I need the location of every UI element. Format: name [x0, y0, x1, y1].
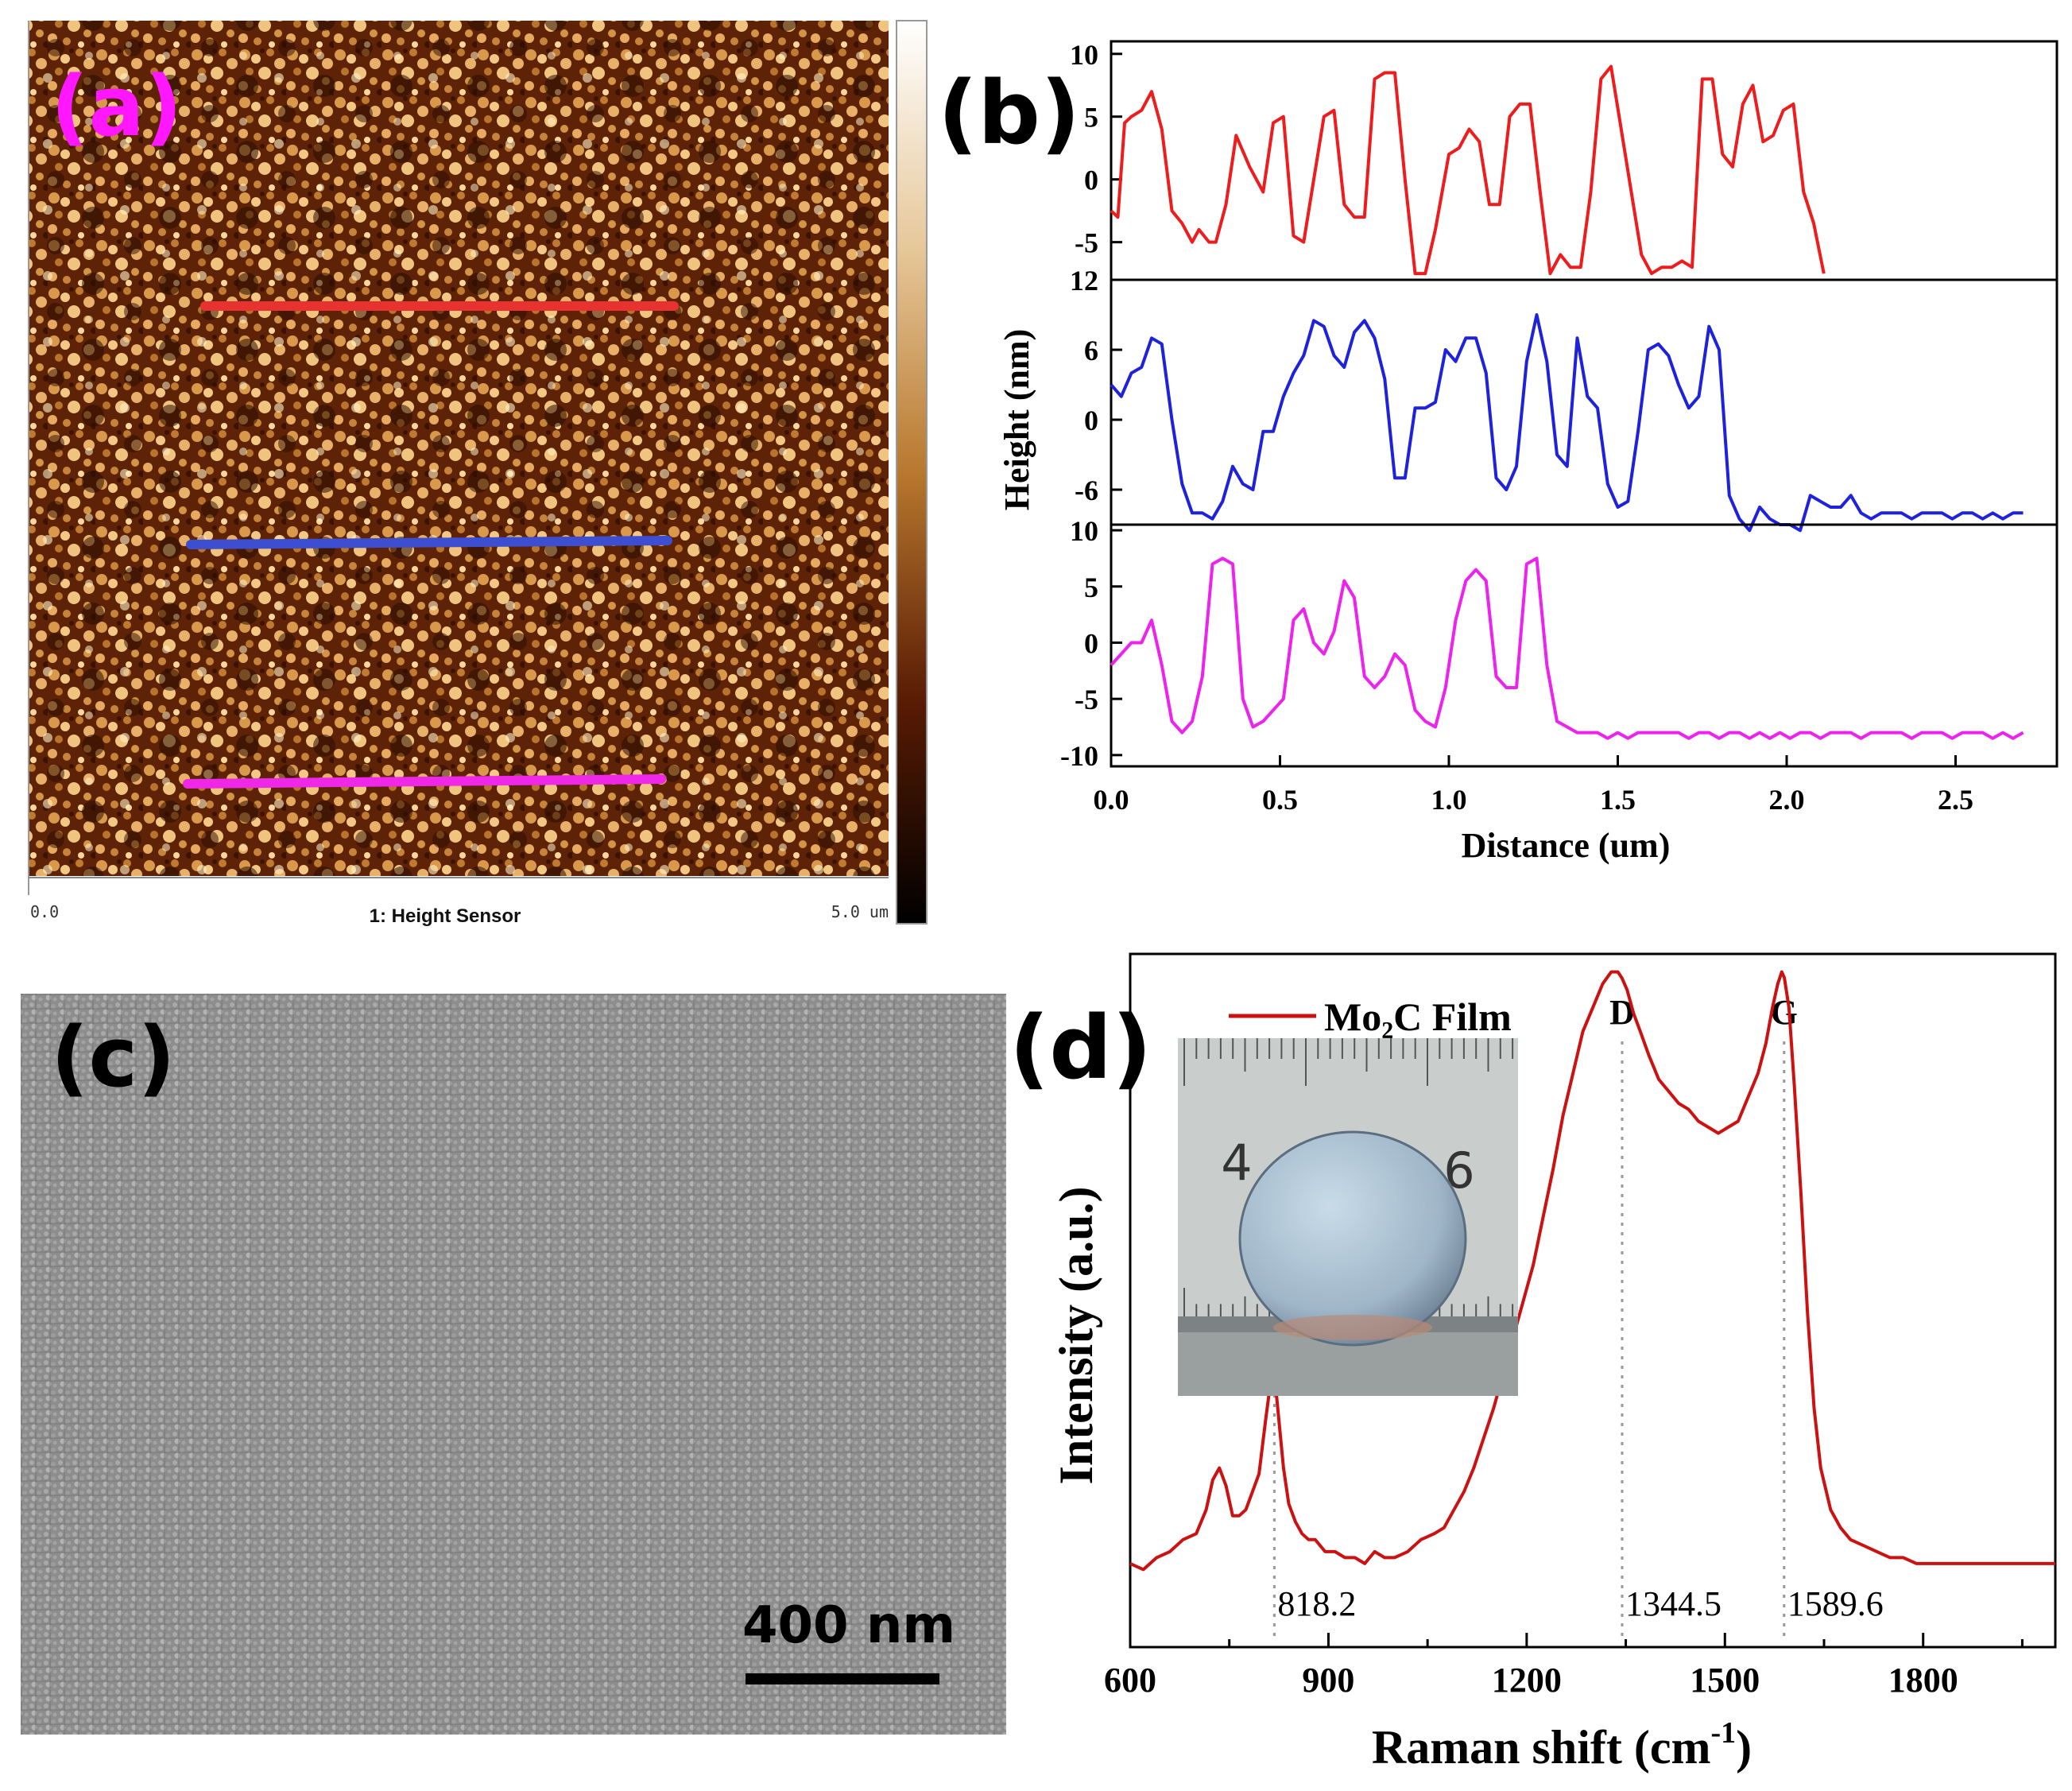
afm-axis-start-label: 0.0 [30, 902, 59, 921]
wafer-edge-reflection [1273, 1315, 1432, 1340]
legend-label: Mo₂C Film [1324, 994, 1512, 1039]
panel-b: (b) -5 0 5 10 -6 0 6 12 -10 -5 0 5 10 0.0 0.5 1.0 1.5 2.0… [938, 39, 2058, 865]
xlabel-sup: -1 [1710, 1716, 1736, 1750]
panel-c-letter: (c) [51, 1009, 176, 1106]
inset-photo: 4 6 [1178, 1038, 1518, 1396]
xtick-label: 2.0 [1769, 784, 1805, 816]
ytick-label-bottom: -10 [1060, 740, 1098, 772]
chart-b-xlabel: Distance (um) [1462, 826, 1671, 865]
xlabel-close: ) [1736, 1721, 1752, 1774]
ytick-label-bottom: 0 [1084, 627, 1098, 659]
series-line-middle [1110, 313, 2024, 533]
chart-d-frame [1129, 952, 2057, 1649]
sem-image [21, 994, 1006, 1735]
ytick-label-top: 5 [1084, 102, 1098, 134]
ytick-label-bottom: 5 [1084, 572, 1098, 603]
ytick-label-middle: 6 [1084, 335, 1098, 366]
xlabel-main: Raman shift (cm [1372, 1721, 1711, 1774]
chart-height-profiles: -5 0 5 10 -6 0 6 12 -10 -5 0 5 10 0.0 0.5 1.0 1.5 2.0 2.5 [1060, 39, 2058, 816]
chart-b-ylabel: Height (nm) [997, 329, 1036, 511]
xtick-label: 2.5 [1938, 784, 1973, 816]
ytick-label-middle: 0 [1084, 405, 1098, 436]
mo2c-wafer [1238, 1130, 1467, 1347]
ytick-label-top: 0 [1084, 165, 1098, 196]
series-line-bottom [1110, 556, 2024, 740]
chart-d-ylabel: Intensity (a.u.) [1050, 1186, 1102, 1484]
panel-a: (a) 0.0 1: Height Sensor 5.0 um [28, 20, 928, 927]
ytick-label-middle: 12 [1070, 265, 1098, 297]
xtick-label: 1.0 [1431, 784, 1467, 816]
xtick-label: 1200 [1492, 1661, 1562, 1700]
xtick-label: 0.0 [1094, 784, 1129, 816]
subplot-frame-bottom [1110, 523, 2058, 768]
ruler-label-4: 4 [1221, 1134, 1252, 1192]
xtick-label: 1800 [1888, 1661, 1958, 1700]
xtick-label: 1500 [1690, 1661, 1760, 1700]
afm-image-shading [29, 21, 889, 876]
chart-d-xlabel: Raman shift (cm-1) [1372, 1716, 1752, 1774]
afm-caption: 1: Height Sensor [370, 905, 521, 927]
peak-value-label: 818.2 [1277, 1584, 1356, 1623]
panel-b-letter: (b) [938, 62, 1080, 164]
panel-c: (c) 400 nm [21, 994, 1006, 1735]
peak-value-label: 1344.5 [1625, 1584, 1722, 1623]
ytick-label-middle: -6 [1075, 475, 1098, 506]
ytick-label-top: 10 [1070, 39, 1098, 71]
series-line-top [1110, 64, 1826, 276]
ytick-label-bottom: 10 [1070, 515, 1098, 547]
ytick-label-top: -5 [1075, 227, 1098, 259]
peak-value-label: 1589.6 [1787, 1584, 1884, 1623]
xtick-label: 600 [1104, 1661, 1156, 1700]
afm-axis-end-label: 5.0 um [831, 902, 889, 921]
scalebar-label: 400 nm [742, 1596, 955, 1655]
xtick-label: 1.5 [1600, 784, 1636, 816]
panel-d-letter: (d) [1009, 997, 1152, 1099]
color-scale-bar [896, 20, 928, 925]
ytick-label-bottom: -5 [1075, 684, 1098, 715]
panel-a-letter: (a) [51, 58, 182, 155]
profile-line-blue [186, 536, 672, 549]
xtick-label: 900 [1302, 1661, 1354, 1700]
xtick-label: 0.5 [1262, 784, 1298, 816]
profile-line-magenta [183, 774, 666, 789]
